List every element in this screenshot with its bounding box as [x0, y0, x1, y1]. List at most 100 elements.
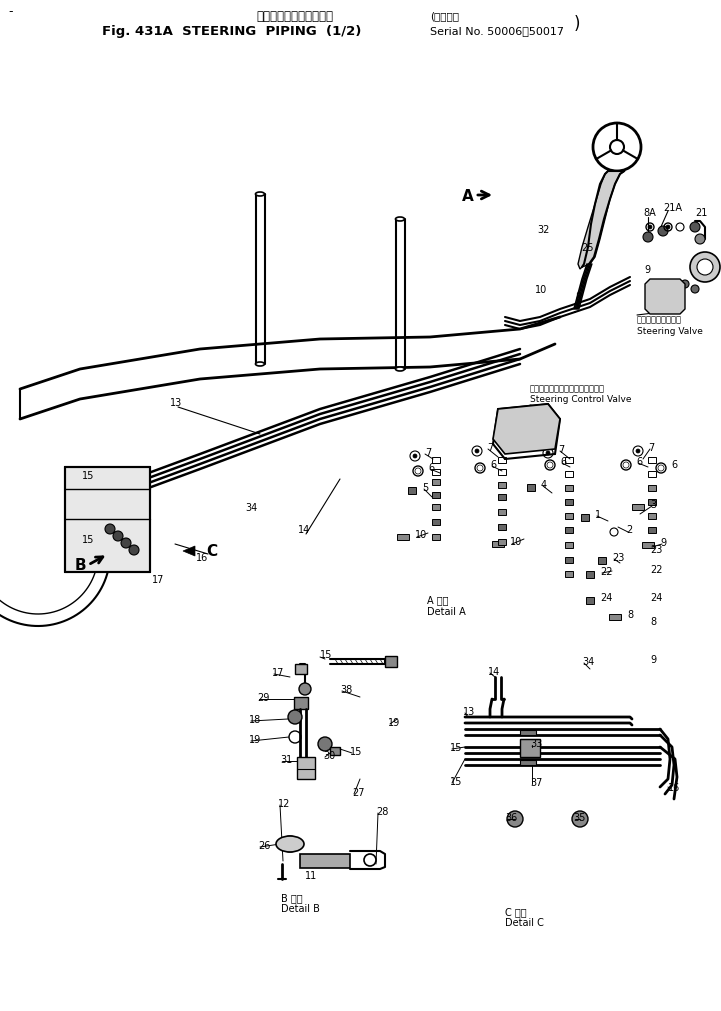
Bar: [565, 499, 573, 506]
Bar: [432, 520, 440, 526]
Circle shape: [288, 711, 302, 724]
Text: Fig. 431A  STEERING  PIPING  (1/2): Fig. 431A STEERING PIPING (1/2): [102, 24, 362, 37]
Circle shape: [672, 304, 678, 310]
Text: 35: 35: [573, 812, 585, 822]
Bar: [648, 485, 656, 491]
Text: 10: 10: [510, 537, 522, 547]
Bar: [498, 525, 506, 531]
Text: ステアリングパイピング: ステアリングパイピング: [257, 9, 334, 22]
Bar: [565, 528, 573, 534]
Text: 1: 1: [595, 510, 601, 520]
Bar: [520, 748, 536, 753]
Text: 15: 15: [350, 746, 363, 756]
Text: ): ): [574, 15, 580, 33]
Text: 25: 25: [581, 243, 593, 253]
Polygon shape: [578, 172, 625, 270]
Bar: [432, 469, 440, 475]
Polygon shape: [183, 547, 195, 556]
Text: 26: 26: [258, 840, 270, 850]
Text: 6: 6: [490, 460, 496, 469]
Text: Serial No. 50006～50017: Serial No. 50006～50017: [430, 26, 564, 36]
Text: 12: 12: [278, 799, 291, 808]
Circle shape: [662, 304, 668, 310]
Text: 31: 31: [280, 754, 292, 764]
Circle shape: [666, 225, 670, 229]
Text: 38: 38: [340, 684, 353, 695]
Text: 7: 7: [558, 445, 565, 455]
Text: 15: 15: [320, 649, 332, 659]
Bar: [565, 471, 573, 477]
Text: Detail C: Detail C: [505, 917, 544, 927]
Circle shape: [636, 450, 640, 454]
Text: 34: 34: [582, 656, 594, 666]
Text: 24: 24: [650, 592, 663, 603]
Text: 32: 32: [537, 224, 549, 235]
Text: 37: 37: [530, 777, 542, 788]
Bar: [586, 571, 594, 578]
Text: 29: 29: [257, 693, 270, 703]
Text: 3: 3: [650, 499, 656, 510]
Text: 24: 24: [600, 592, 612, 603]
Text: 16: 16: [196, 552, 208, 562]
Text: 34: 34: [245, 502, 257, 513]
Bar: [648, 499, 656, 506]
Text: A: A: [462, 188, 474, 203]
Text: (適用号機: (適用号機: [430, 11, 459, 21]
Circle shape: [648, 225, 652, 229]
Circle shape: [671, 281, 679, 289]
Text: 15: 15: [450, 742, 462, 752]
Text: Steering Control Valve: Steering Control Valve: [530, 395, 632, 404]
Bar: [520, 760, 536, 765]
Text: A 詳細: A 詳細: [427, 594, 448, 605]
Bar: [565, 458, 573, 463]
Text: Detail B: Detail B: [281, 903, 320, 913]
Circle shape: [282, 836, 298, 852]
Bar: [397, 535, 409, 541]
Text: 5: 5: [422, 482, 428, 492]
Text: 4: 4: [541, 479, 547, 489]
Text: ステアリングバルブ: ステアリングバルブ: [637, 315, 682, 325]
Text: 23: 23: [612, 552, 624, 562]
Text: 13: 13: [463, 707, 475, 716]
Circle shape: [113, 532, 123, 542]
Circle shape: [652, 301, 658, 307]
Circle shape: [681, 281, 689, 289]
Bar: [581, 515, 589, 522]
Ellipse shape: [255, 193, 265, 197]
Text: 6: 6: [428, 463, 434, 472]
Circle shape: [364, 854, 376, 866]
Text: 9: 9: [650, 654, 656, 664]
Circle shape: [507, 811, 523, 827]
Text: 8: 8: [627, 610, 633, 620]
Bar: [330, 747, 340, 755]
Text: 15: 15: [82, 470, 94, 480]
Text: 14: 14: [488, 666, 500, 676]
Bar: [520, 739, 540, 757]
Circle shape: [121, 539, 131, 548]
Text: 23: 23: [650, 545, 663, 554]
Bar: [648, 528, 656, 534]
Text: B 詳細: B 詳細: [281, 892, 303, 902]
Bar: [65, 467, 150, 572]
Text: 36: 36: [505, 812, 517, 822]
Text: B: B: [75, 558, 87, 573]
Text: 11: 11: [305, 870, 317, 881]
Text: 22: 22: [600, 566, 613, 576]
Bar: [598, 557, 606, 564]
Text: 6: 6: [560, 457, 566, 466]
Circle shape: [661, 281, 669, 289]
Text: -: -: [8, 5, 12, 18]
Text: 28: 28: [376, 806, 389, 816]
Bar: [432, 535, 440, 541]
Ellipse shape: [255, 363, 265, 367]
Bar: [408, 487, 416, 494]
Text: 30: 30: [323, 750, 335, 760]
Bar: [565, 557, 573, 563]
Bar: [527, 484, 535, 491]
Bar: [300, 854, 350, 868]
Circle shape: [299, 683, 311, 696]
Text: 8: 8: [650, 617, 656, 627]
Text: 7: 7: [425, 448, 431, 458]
Text: 9: 9: [660, 538, 666, 548]
Text: 18: 18: [249, 715, 261, 724]
